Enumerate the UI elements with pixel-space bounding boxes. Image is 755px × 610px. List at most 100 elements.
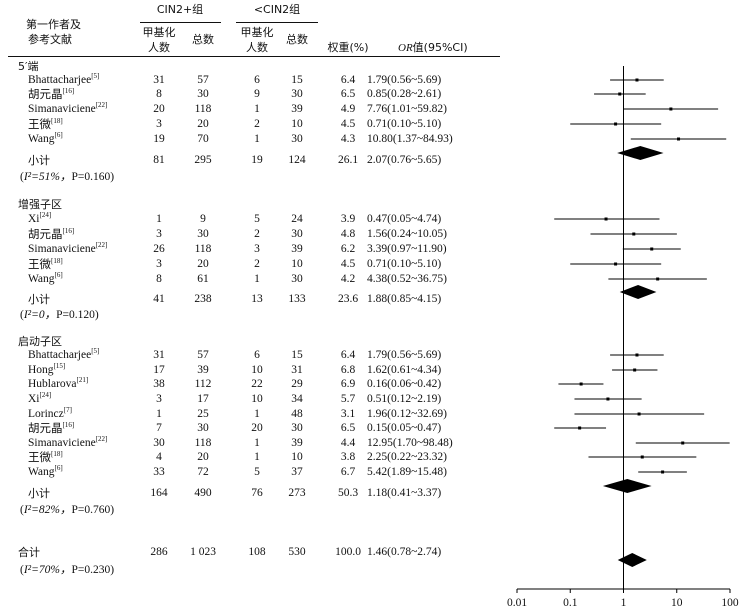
header-or-rest: 值(95%CI) [412,41,468,54]
study-author-name: Hublarova [28,378,77,390]
overall-heterogeneity-paren: ( [20,564,24,576]
study-author: Wang[6] [28,272,63,286]
study-author: Bhattacharjee[5] [28,348,99,362]
header-or: OR值(95%CI) [398,41,468,55]
header-methylated-lt-cin2: 甲基化 人数 [241,25,274,55]
subtotal-heterogeneity-paren: ( [20,309,24,321]
subtotal-heterogeneity-p: P=0.760) [71,504,115,516]
study-methylated-lt-cin2: 1 [254,451,260,463]
header-or-italic: OR [398,42,413,54]
study-weight: 6.4 [340,349,356,361]
study-reference: [6] [54,131,63,140]
header-study-line2: 参考文献 [28,33,72,46]
header-total-lt-cin2: 总数 [286,33,308,46]
study-methylated-lt-cin2: 22 [251,378,263,390]
header-methylated-cin2plus-line2: 人数 [148,41,170,54]
study-methylated-cin2plus: 30 [153,437,165,449]
study-methylated-cin2plus: 3 [156,393,162,405]
study-total-cin2plus: 70 [197,133,209,145]
overall-heterogeneity-p: P=0.230) [71,564,115,576]
study-total-cin2plus: 30 [197,88,209,100]
study-author-name: Simanaviciene [28,243,96,255]
study-total-cin2plus: 57 [197,349,209,361]
study-weight: 6.8 [340,364,356,376]
study-weight: 3.8 [340,451,356,463]
study-methylated-cin2plus: 3 [156,258,162,270]
overall-methylated-lt-cin2: 108 [248,546,266,558]
study-methylated-cin2plus: 3 [156,118,162,130]
study-author-name: Wang [28,273,55,285]
study-weight: 6.5 [340,88,356,100]
study-or-ci: 2.25(0.22~23.32) [367,451,448,463]
x-tick-label: 10 [671,597,683,609]
study-point [635,78,639,82]
study-total-cin2plus: 72 [197,466,209,478]
study-weight: 3.1 [340,408,356,420]
study-point [637,412,641,416]
study-author-name: Xi [28,393,40,405]
study-weight: 5.7 [340,393,356,405]
study-total-cin2plus: 30 [197,422,209,434]
study-author-name: Bhattacharjee [28,74,92,86]
study-point [606,397,610,401]
study-reference: [18] [51,117,63,126]
study-methylated-cin2plus: 38 [153,378,165,390]
study-author: 王微[18] [28,118,63,132]
study-weight: 4.5 [340,258,356,270]
study-total-lt-cin2: 37 [291,466,303,478]
study-total-cin2plus: 17 [197,393,209,405]
study-total-cin2plus: 30 [197,228,209,240]
study-methylated-lt-cin2: 1 [254,133,260,145]
study-total-cin2plus: 118 [194,243,212,255]
subtotal-weight: 23.6 [337,293,359,305]
study-or-ci: 10.80(1.37~84.93) [367,133,453,145]
study-methylated-cin2plus: 7 [156,422,162,434]
study-point [578,426,582,430]
study-total-cin2plus: 118 [194,437,212,449]
study-methylated-lt-cin2: 2 [254,258,260,270]
study-author-name: Bhattacharjee [28,349,92,361]
study-reference: [7] [63,406,72,415]
study-reference: [15] [53,362,66,371]
study-methylated-cin2plus: 8 [156,273,162,285]
study-author-name: 胡元晶 [28,87,63,101]
subtotal-diamond [619,285,657,299]
study-methylated-lt-cin2: 20 [251,422,263,434]
x-tick-label: 0.1 [563,597,578,609]
study-point [604,217,608,221]
study-methylated-cin2plus: 31 [153,349,165,361]
study-author-name: Hong [28,364,54,376]
study-or-ci: 0.71(0.10~5.10) [367,118,442,130]
study-author: Simanaviciene[22] [28,102,107,116]
study-or-ci: 3.39(0.97~11.90) [367,243,447,255]
study-total-lt-cin2: 30 [291,133,303,145]
subtotal-heterogeneity-paren: ( [20,171,24,183]
subtotal-heterogeneity: (I²=82%，P=0.760) [20,504,114,517]
study-total-lt-cin2: 30 [291,228,303,240]
study-total-cin2plus: 20 [197,451,209,463]
study-author: 王微[18] [28,258,63,272]
study-methylated-cin2plus: 33 [153,466,165,478]
study-point [669,107,673,111]
study-total-lt-cin2: 48 [291,408,303,420]
study-methylated-lt-cin2: 9 [254,88,260,100]
subtotal-total-lt-cin2: 133 [288,293,306,305]
study-weight: 4.8 [340,228,356,240]
subtotal-methylated-cin2plus: 41 [153,293,165,305]
study-total-lt-cin2: 10 [291,451,303,463]
study-weight: 4.3 [340,133,356,145]
study-author: Lorincz[7] [28,406,72,421]
subtotal-diamond [617,146,664,160]
study-author-name: Wang [28,466,55,478]
study-methylated-lt-cin2: 1 [254,408,260,420]
study-methylated-lt-cin2: 5 [254,466,260,478]
study-reference: [5] [91,72,100,81]
study-methylated-lt-cin2: 3 [254,243,260,255]
study-author: Hublarova[21] [28,377,88,391]
header-weight: 权重(%) [327,41,369,54]
study-author-name: 胡元晶 [28,227,63,241]
study-author: 胡元晶[16] [28,422,74,436]
study-author: Wang[6] [28,131,63,146]
study-author: Bhattacharjee[5] [28,72,100,87]
study-weight: 6.5 [340,422,356,434]
